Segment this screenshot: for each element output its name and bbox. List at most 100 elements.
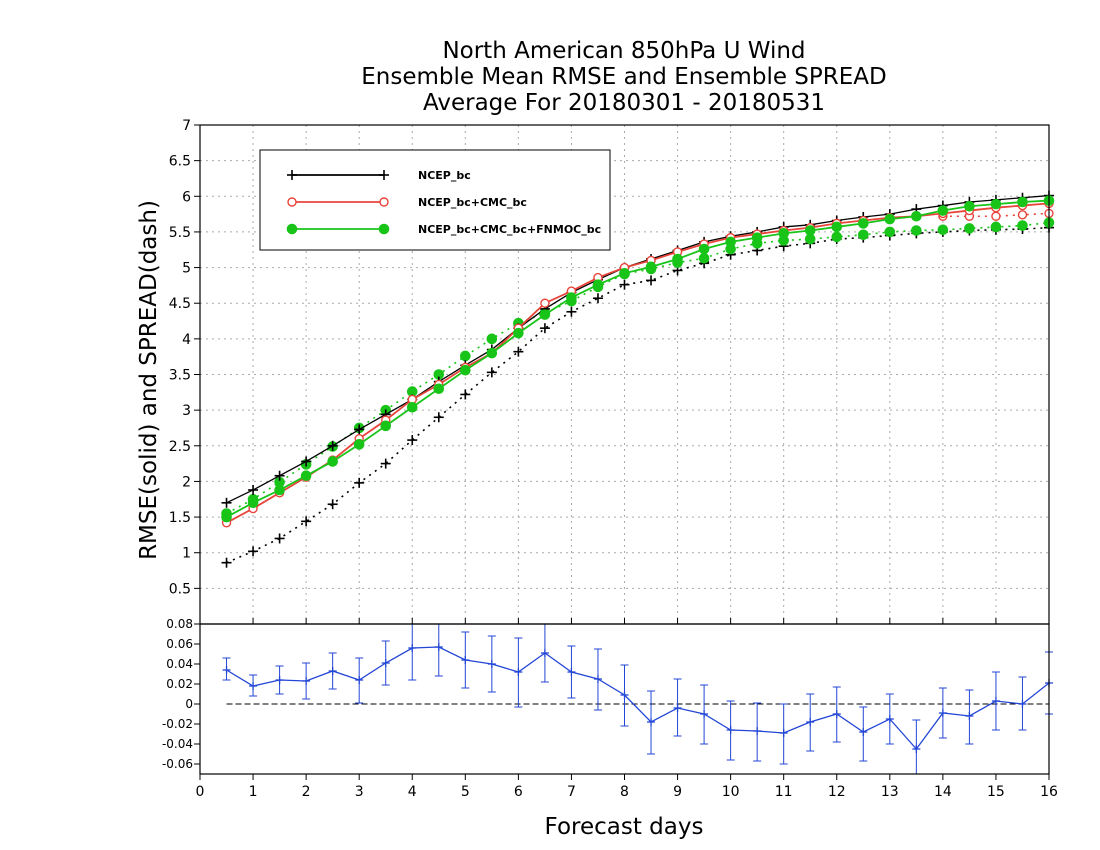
x-tick-label: 10 bbox=[722, 784, 740, 800]
y-tick-label: 2 bbox=[182, 474, 191, 490]
plus-marker bbox=[248, 546, 259, 557]
plus-marker bbox=[354, 477, 365, 488]
x-tick-label: 9 bbox=[673, 784, 682, 800]
filled-circle-marker bbox=[433, 383, 445, 395]
legend-label: NCEP_bc+CMC_bc+FNMOC_bc bbox=[418, 223, 601, 236]
y-tick-label: 1.5 bbox=[169, 510, 191, 526]
filled-circle-marker bbox=[937, 224, 949, 236]
filled-circle-marker bbox=[751, 232, 763, 243]
open-circle-marker bbox=[991, 211, 1001, 221]
filled-circle-marker bbox=[327, 456, 338, 467]
y-tick-label: 6 bbox=[182, 189, 191, 205]
filled-circle-marker bbox=[486, 347, 498, 359]
x-tick-label: 3 bbox=[355, 784, 364, 800]
filled-circle-marker bbox=[778, 228, 789, 239]
filled-circle-marker bbox=[857, 229, 869, 241]
filled-circle-marker bbox=[619, 267, 630, 279]
y-tick-label: 3 bbox=[182, 403, 191, 419]
y-tick-label: 4 bbox=[182, 332, 191, 348]
chart-title-line: Average For 20180301 - 20180531 bbox=[423, 90, 825, 116]
bottom-plot-frame bbox=[199, 623, 1050, 775]
filled-circle-marker bbox=[884, 213, 896, 225]
x-tick-label: 5 bbox=[461, 784, 470, 800]
filled-circle-marker bbox=[964, 200, 975, 212]
plus-marker bbox=[301, 456, 312, 467]
filled-circle-marker bbox=[672, 253, 683, 265]
plus-marker bbox=[379, 170, 389, 180]
filled-circle-marker bbox=[964, 223, 975, 234]
filled-circle-marker bbox=[221, 511, 232, 523]
filled-circle-marker bbox=[486, 333, 498, 345]
x-tick-label: 16 bbox=[1040, 784, 1058, 800]
filled-circle-marker bbox=[911, 225, 922, 236]
filled-circle-marker bbox=[831, 231, 843, 243]
x-tick-label: 11 bbox=[775, 784, 793, 800]
x-tick-label: 13 bbox=[881, 784, 899, 800]
plus-marker bbox=[327, 499, 338, 510]
open-circle-marker bbox=[379, 197, 389, 207]
plus-marker bbox=[274, 470, 285, 481]
filled-circle-marker bbox=[990, 198, 1002, 210]
filled-circle-marker bbox=[378, 223, 390, 235]
filled-circle-marker bbox=[539, 309, 551, 320]
y-tick-label: -0.02 bbox=[162, 717, 193, 731]
y-tick-label: 0.02 bbox=[166, 677, 193, 691]
plus-marker bbox=[460, 389, 471, 400]
y-tick-label: 5 bbox=[182, 261, 191, 277]
x-axis-title: Forecast days bbox=[545, 814, 704, 840]
filled-circle-marker bbox=[513, 327, 524, 339]
filled-circle-marker bbox=[300, 470, 312, 482]
filled-circle-marker bbox=[831, 221, 843, 233]
plus-marker bbox=[248, 484, 259, 495]
filled-circle-marker bbox=[937, 205, 949, 216]
x-tick-label: 8 bbox=[620, 784, 629, 800]
plus-marker bbox=[221, 557, 232, 568]
chart-title-line: Ensemble Mean RMSE and Ensemble SPREAD bbox=[361, 64, 886, 90]
plus-marker bbox=[407, 435, 418, 446]
series-spread-line bbox=[226, 221, 1050, 515]
y-tick-label: 3.5 bbox=[169, 368, 191, 384]
plus-marker bbox=[301, 516, 312, 527]
open-circle-marker bbox=[540, 298, 550, 308]
plus-marker bbox=[566, 306, 577, 317]
difference-line bbox=[226, 646, 1050, 751]
chart-title-line: North American 850hPa U Wind bbox=[442, 38, 805, 64]
y-tick-label: -0.06 bbox=[162, 757, 193, 771]
plus-marker bbox=[592, 293, 603, 304]
filled-circle-marker bbox=[460, 364, 471, 376]
x-tick-label: 4 bbox=[408, 784, 417, 800]
filled-circle-marker bbox=[645, 261, 657, 273]
filled-circle-marker bbox=[990, 221, 1002, 233]
filled-circle-marker bbox=[566, 292, 577, 303]
x-tick-label: 6 bbox=[514, 784, 523, 800]
x-tick-label: 1 bbox=[249, 784, 258, 800]
filled-circle-marker bbox=[1017, 220, 1028, 231]
y-tick-label: 1 bbox=[182, 546, 191, 562]
plus-marker bbox=[287, 170, 297, 180]
x-tick-label: 15 bbox=[987, 784, 1005, 800]
plus-marker bbox=[486, 367, 497, 378]
plus-marker bbox=[274, 533, 285, 544]
filled-circle-marker bbox=[698, 253, 710, 264]
y-tick-label: 0 bbox=[185, 697, 193, 711]
x-tick-label: 2 bbox=[302, 784, 311, 800]
filled-circle-marker bbox=[286, 223, 298, 235]
plus-marker bbox=[539, 323, 550, 334]
filled-circle-marker bbox=[698, 243, 710, 255]
y-tick-label: 6.5 bbox=[169, 154, 191, 170]
y-axis-title: RMSE(solid) and SPREAD(dash) bbox=[136, 200, 162, 560]
filled-circle-marker bbox=[857, 218, 869, 229]
y-tick-label: 0.08 bbox=[166, 617, 193, 631]
plus-marker bbox=[380, 458, 391, 469]
plus-marker bbox=[513, 346, 524, 357]
plus-marker bbox=[619, 279, 630, 290]
series-spread-line bbox=[226, 226, 1050, 564]
legend-label: NCEP_bc+CMC_bc bbox=[418, 196, 527, 209]
filled-circle-marker bbox=[911, 210, 922, 222]
filled-circle-marker bbox=[380, 420, 392, 432]
plus-marker bbox=[646, 275, 657, 286]
y-tick-label: 7 bbox=[182, 118, 191, 134]
x-tick-label: 7 bbox=[567, 784, 576, 800]
filled-circle-marker bbox=[725, 236, 736, 248]
y-tick-label: 2.5 bbox=[169, 439, 191, 455]
